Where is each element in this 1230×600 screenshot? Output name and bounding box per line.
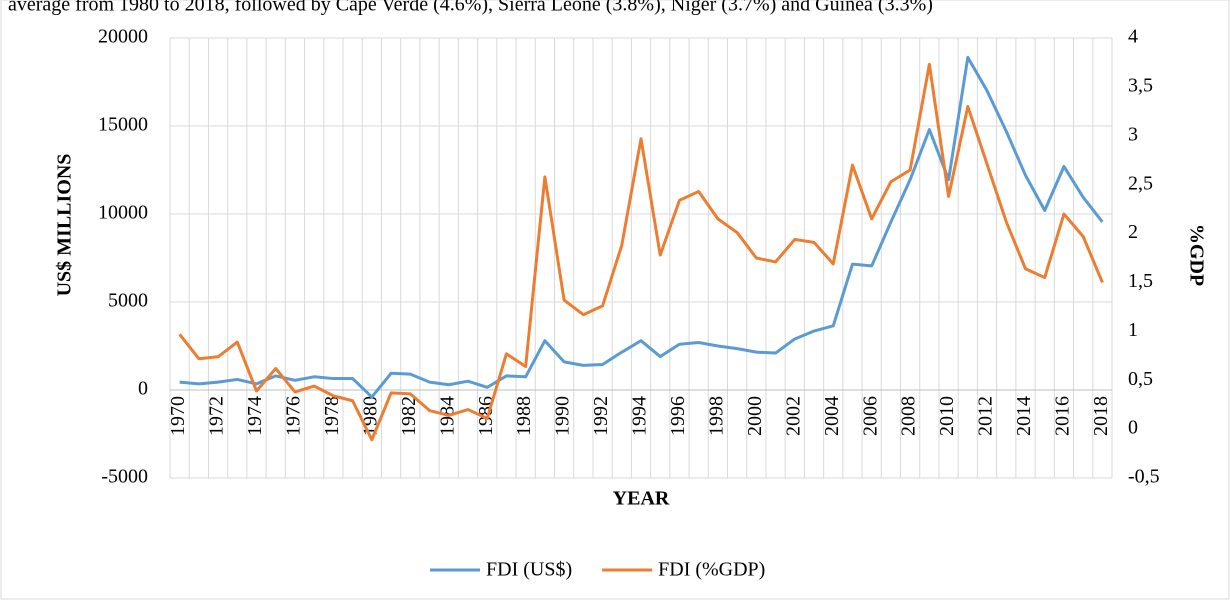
x-tick-label: 1976 [283,396,305,436]
y-tick-label: 5000 [108,290,148,312]
series-line [179,55,1104,399]
x-tick-label: 2004 [821,396,843,436]
y2-axis-label: %GDP [1185,224,1207,286]
y-axis-label: US$ MILLIONS [54,154,76,297]
y2-tick-label: 1 [1128,319,1138,341]
x-tick-label: 1970 [167,396,189,436]
legend-label: FDI (US$) [486,559,572,581]
x-tick-label: 2016 [1052,396,1074,436]
y-tick-label: -5000 [101,466,148,488]
x-tick-label: 2000 [744,396,766,436]
x-tick-label: 2010 [936,396,958,436]
y-tick-label: 0 [138,378,148,400]
x-tick-label: 1980 [359,396,381,436]
x-tick-label: 1998 [705,396,727,436]
x-tick-label: 2008 [898,396,920,436]
x-tick-label: 1982 [398,396,420,436]
x-tick-label: 1972 [206,396,228,436]
y2-tick-label: 1,5 [1128,270,1153,292]
x-tick-label: 1974 [244,396,266,436]
x-tick-label: 2012 [975,396,997,436]
x-tick-label: 1990 [552,396,574,436]
header-text: average from 1980 to 2018, followed by C… [8,0,933,16]
y2-tick-label: 2 [1128,221,1138,243]
y2-tick-label: 3,5 [1128,74,1153,96]
x-tick-label: 1994 [629,396,651,436]
x-tick-label: 2018 [1090,396,1112,436]
y2-tick-label: -0,5 [1128,466,1160,488]
y2-tick-label: 2,5 [1128,172,1153,194]
x-tick-label: 2014 [1013,396,1035,436]
x-tick-label: 1996 [667,396,689,436]
legend-label: FDI (%GDP) [658,559,765,581]
x-axis-label: YEAR [613,488,670,510]
y-tick-label: 15000 [98,114,148,136]
x-tick-label: 1978 [321,396,343,436]
x-tick-label: 1988 [513,396,535,436]
y2-tick-label: 0,5 [1128,368,1153,390]
x-tick-label: 2002 [782,396,804,436]
x-tick-label: 2006 [859,396,881,436]
series-line [178,62,1104,442]
x-tick-label: 1992 [590,396,612,436]
y2-tick-label: 0 [1128,417,1138,439]
y-tick-label: 20000 [98,26,148,48]
y2-tick-label: 4 [1128,26,1138,48]
y-tick-label: 10000 [98,202,148,224]
y2-tick-label: 3 [1128,123,1138,145]
